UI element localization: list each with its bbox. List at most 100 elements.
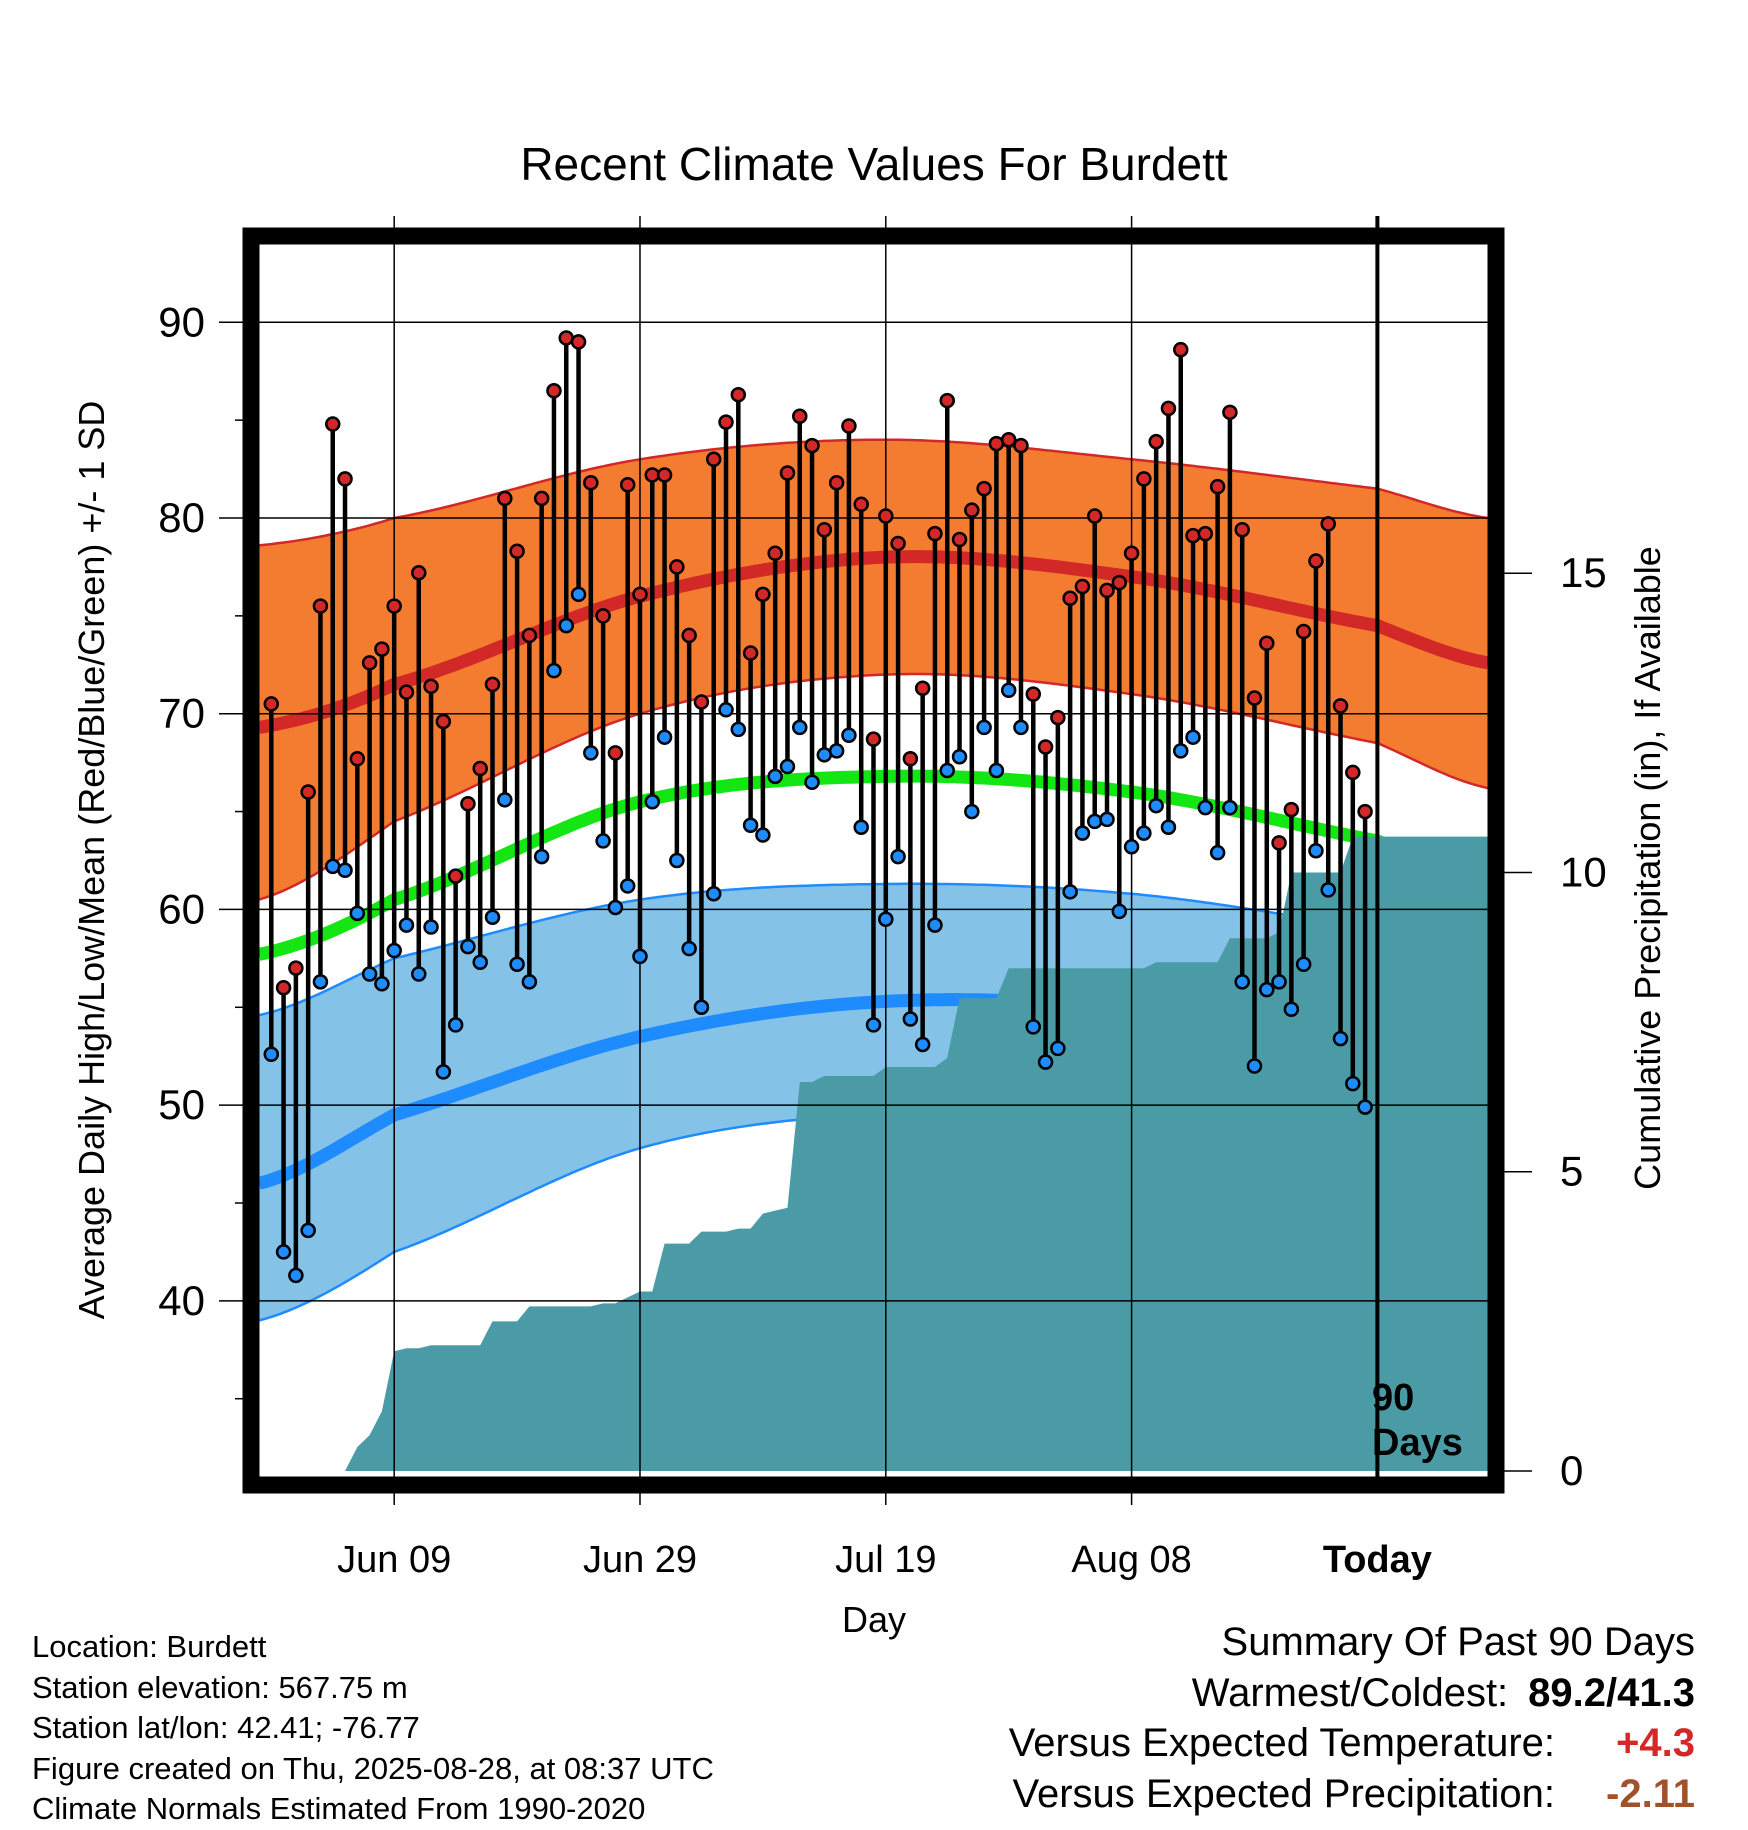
daily-low-point [1197, 799, 1214, 816]
daily-low-point [644, 794, 661, 810]
daily-low-point [497, 792, 513, 808]
daily-low-point [865, 1017, 882, 1033]
daily-low-point [841, 727, 857, 743]
daily-low-point [1099, 811, 1115, 828]
daily-high-point [1271, 835, 1287, 851]
daily-low-point [1271, 974, 1287, 990]
daily-low-point [705, 886, 722, 902]
daily-high-point [890, 535, 906, 552]
daily-high-point [558, 330, 574, 346]
daily-high-point [300, 784, 316, 800]
daily-low-point [312, 974, 329, 990]
daily-low-point [300, 1222, 316, 1239]
x-tick-label: Today [1323, 1539, 1432, 1581]
daily-high-point [398, 684, 415, 700]
daily-low-point [976, 719, 992, 736]
daily-high-point [878, 508, 894, 524]
station-location: Location: Burdett [32, 1629, 267, 1664]
daily-low-point [583, 745, 599, 761]
daily-low-point [1074, 825, 1091, 841]
daily-high-point [755, 586, 771, 603]
daily-high-point [951, 531, 968, 548]
daily-high-point [1136, 471, 1152, 487]
daily-low-point [1209, 844, 1226, 861]
daily-high-point [939, 392, 955, 409]
summary-title: Summary Of Past 90 Days [1221, 1620, 1695, 1664]
daily-low-point [681, 940, 697, 957]
daily-low-point [619, 878, 636, 894]
daily-low-point [927, 917, 943, 933]
daily-low-point [509, 956, 525, 972]
daily-low-point [570, 586, 587, 603]
daily-high-point [964, 502, 980, 518]
daily-low-point [816, 747, 833, 763]
daily-high-point [669, 559, 685, 575]
x-tick-label: Jun 09 [337, 1539, 451, 1581]
right-axis-label: Cumulative Precipitation (in), If Availa… [1627, 546, 1668, 1190]
daily-low-point [386, 942, 402, 959]
temp-tick-label: 70 [158, 690, 205, 737]
daily-low-point [1185, 729, 1201, 745]
daily-high-point [263, 696, 280, 712]
daily-high-point [607, 745, 624, 761]
daily-high-point [1148, 433, 1164, 450]
daily-high-point [349, 750, 366, 767]
daily-high-point [324, 416, 341, 432]
daily-low-point [742, 817, 759, 834]
daily-low-point [1037, 1054, 1054, 1070]
daily-low-point [288, 1267, 304, 1284]
daily-low-point [656, 729, 673, 745]
daily-high-point [374, 641, 390, 657]
daily-low-point [1246, 1058, 1263, 1074]
daily-low-point [902, 1011, 919, 1027]
daily-high-point [792, 408, 808, 424]
daily-low-point [1222, 799, 1238, 816]
daily-low-point [1062, 884, 1078, 900]
daily-low-point [1295, 956, 1312, 972]
daily-low-point [1320, 882, 1336, 898]
daily-high-point [988, 435, 1005, 452]
precip-label: Versus Expected Precipitation: [1012, 1771, 1555, 1816]
daily-low-point [1111, 903, 1128, 920]
daily-high-point [1259, 635, 1275, 652]
precip-tick-label: 10 [1560, 848, 1607, 895]
daily-high-point [1062, 590, 1078, 606]
daily-low-point [1357, 1099, 1373, 1115]
daily-low-point [472, 954, 488, 971]
daily-low-point [398, 917, 415, 933]
daily-high-point [509, 543, 525, 560]
daily-high-point [312, 598, 329, 614]
daily-high-point [595, 608, 611, 624]
daily-low-point [1283, 1001, 1300, 1017]
daily-high-point [1173, 341, 1189, 358]
daily-low-point [988, 762, 1005, 779]
daily-low-point [447, 1017, 464, 1033]
daily-low-point [693, 999, 710, 1016]
daily-low-point [460, 938, 476, 955]
daily-high-point [447, 868, 464, 884]
daily-high-point [460, 795, 476, 812]
daily-low-point [1050, 1040, 1066, 1057]
daily-high-point [1111, 574, 1128, 591]
daily-high-point [386, 598, 402, 614]
daily-high-point [583, 475, 599, 491]
daily-high-point [927, 525, 943, 542]
daily-high-point [1037, 739, 1054, 755]
daily-high-point [1185, 527, 1201, 544]
summary-precip: Versus Expected Precipitation: -2.11 [1009, 1769, 1695, 1820]
daily-high-point [730, 386, 747, 403]
daily-high-point [1123, 545, 1140, 561]
summary-warmest-coldest: Warmest/Coldest: 89.2/41.3 [1009, 1668, 1695, 1719]
daily-low-point [669, 852, 685, 869]
today-label-line2: Days [1372, 1422, 1463, 1464]
daily-low-point [374, 976, 390, 992]
plot-frame [242, 227, 1505, 1494]
daily-low-point [1000, 682, 1017, 698]
daily-low-point [1025, 1019, 1042, 1035]
temp-tick-label: 90 [158, 298, 205, 345]
x-tick-label: Aug 08 [1071, 1539, 1191, 1581]
daily-high-point [804, 437, 820, 454]
daily-low-point [878, 911, 894, 927]
daily-low-point [730, 721, 747, 738]
daily-low-point [1345, 1075, 1361, 1092]
